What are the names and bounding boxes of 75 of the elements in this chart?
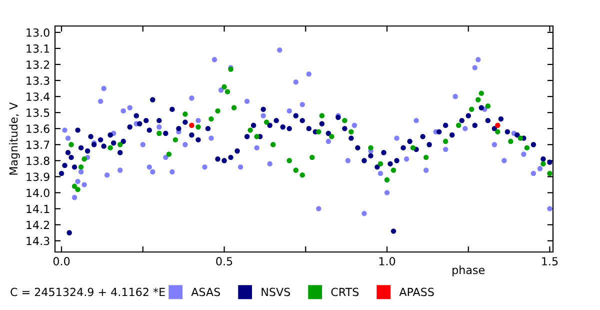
y-tick-label: 13.3 [26, 76, 50, 85]
point [108, 145, 113, 150]
point [368, 145, 374, 150]
point [378, 161, 384, 166]
x-tick-label: 1.0 [379, 257, 396, 266]
legend-label: APASS [399, 288, 434, 296]
y-tick-label: 13.4 [26, 92, 50, 101]
point [547, 170, 552, 176]
point [495, 129, 500, 134]
point [456, 122, 462, 128]
point [166, 152, 172, 157]
legend-label: ASAS [191, 288, 220, 296]
point [469, 106, 474, 112]
y-tick-label: 13.6 [26, 124, 50, 133]
point [196, 124, 201, 130]
point [485, 104, 490, 109]
y-tick-label: 14.0 [26, 188, 50, 198]
legend-label: CRTS [331, 288, 359, 296]
text: C = 2451324.9 + 4.1162 *E [10, 288, 165, 296]
point [254, 134, 260, 140]
y-tick-label: 13.7 [26, 140, 50, 149]
y-tick-label: 13.9 [26, 172, 50, 182]
y-tick-label: 14.1 [26, 204, 50, 213]
x-tick-label: 1.5 [542, 257, 558, 266]
point [72, 184, 78, 189]
point [329, 134, 334, 140]
point [384, 177, 390, 182]
y-axis-title: Magnitude, V [9, 102, 20, 175]
point [423, 154, 429, 160]
point [156, 130, 162, 136]
point [231, 105, 237, 110]
y-tick-label: 13.0 [26, 28, 50, 37]
y-tick-label: 14.2 [26, 220, 50, 229]
y-tick-label: 14.3 [26, 236, 50, 246]
point [442, 138, 448, 144]
point [319, 113, 324, 118]
point [478, 90, 484, 96]
point [75, 186, 80, 192]
point [518, 136, 524, 141]
point [118, 142, 123, 148]
point [348, 129, 354, 134]
point [215, 108, 220, 114]
point [68, 142, 74, 148]
point [172, 137, 178, 142]
y-tick-label: 13.1 [26, 44, 50, 53]
point [248, 128, 253, 133]
point [316, 129, 322, 134]
point [264, 120, 270, 125]
point [293, 168, 298, 173]
point [524, 145, 530, 150]
legend-label: NSVS [262, 288, 290, 296]
point [222, 84, 227, 90]
point [476, 97, 481, 102]
point [508, 138, 514, 144]
point [82, 156, 87, 162]
y-tick-label: 13.8 [26, 156, 50, 166]
point [208, 116, 214, 122]
point [310, 154, 315, 160]
y-tick-label: 13.2 [26, 60, 50, 69]
x-tick-label: 0.5 [216, 257, 232, 266]
y-tick-label: 13.5 [26, 108, 50, 117]
point [410, 145, 416, 150]
point [390, 168, 396, 173]
point [224, 89, 230, 94]
point [342, 118, 348, 124]
point [78, 164, 84, 170]
point [300, 172, 305, 178]
point [270, 142, 276, 148]
point [286, 158, 292, 164]
x-axis-title: phase [452, 266, 485, 276]
point [189, 122, 194, 128]
x-tick-label: 0.0 [53, 257, 70, 266]
point [495, 122, 500, 128]
point [540, 161, 546, 166]
point [182, 112, 188, 117]
